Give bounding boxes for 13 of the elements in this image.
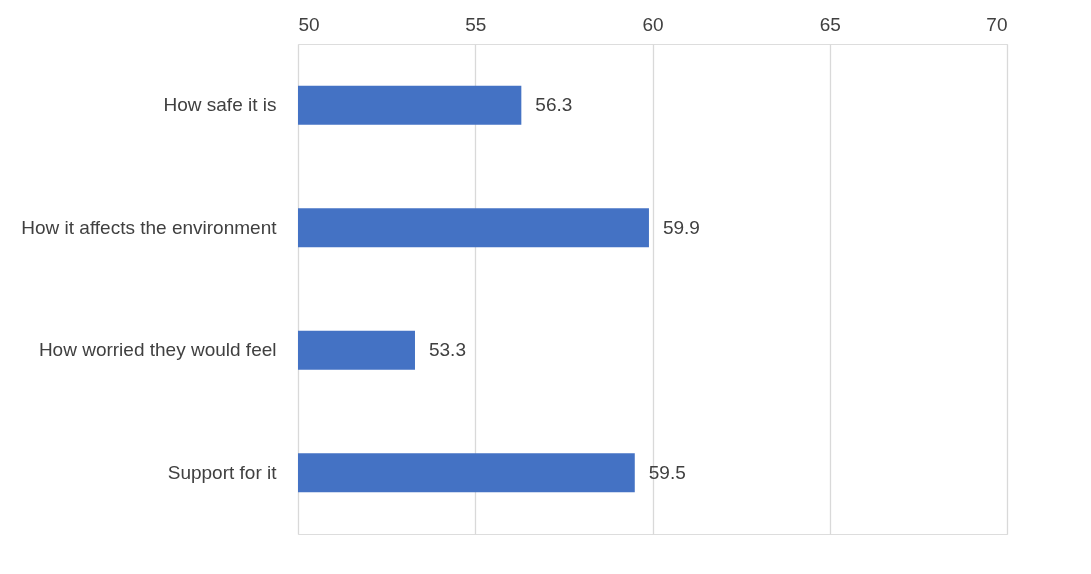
y-tick-label: How it affects the environment <box>21 216 278 238</box>
y-tick-label: How safe it is <box>163 94 277 116</box>
x-tick-label: 60 <box>642 13 664 35</box>
x-tick-label: 65 <box>819 13 841 35</box>
data-label: 59.9 <box>662 216 700 238</box>
y-tick-label: How worried they would feel <box>38 339 277 361</box>
data-label: 59.5 <box>648 461 686 483</box>
x-tick-label: 50 <box>298 13 320 35</box>
x-tick-label: 55 <box>465 13 487 35</box>
data-label: 56.3 <box>535 94 573 116</box>
y-tick-label: Support for it <box>167 461 278 483</box>
x-tick-label: 70 <box>986 13 1008 35</box>
data-label: 53.3 <box>428 339 466 361</box>
